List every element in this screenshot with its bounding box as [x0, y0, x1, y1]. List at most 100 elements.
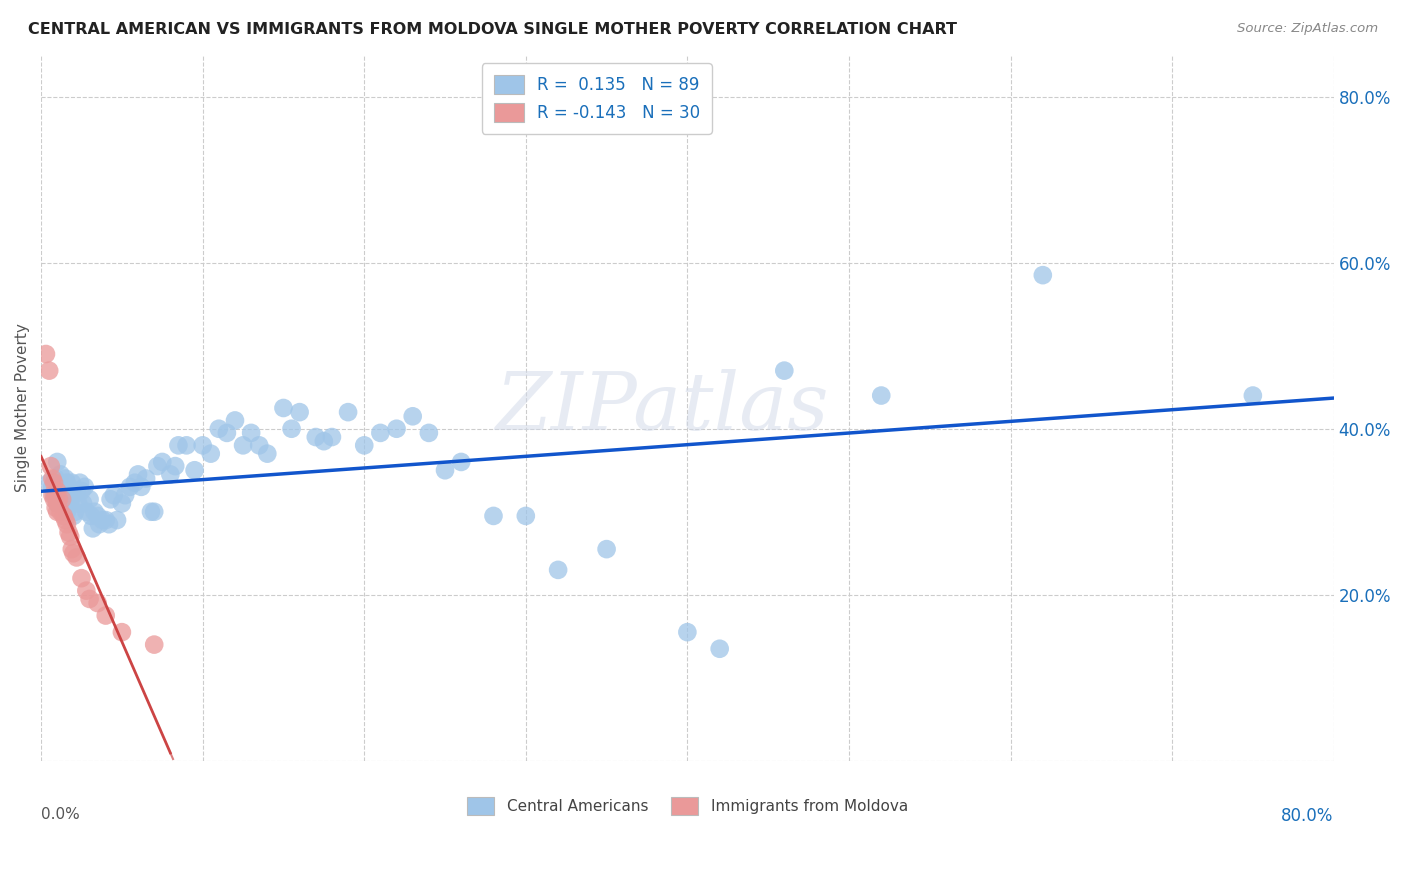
- Point: [167, 438, 190, 452]
- Point: [127, 467, 149, 482]
- Point: [52, 508, 75, 523]
- Point: [434, 463, 457, 477]
- Point: [46, 496, 69, 510]
- Point: [51, 492, 73, 507]
- Point: [60, 542, 83, 557]
- Point: [215, 425, 238, 440]
- Point: [75, 505, 97, 519]
- Point: [98, 517, 121, 532]
- Point: [159, 467, 181, 482]
- Point: [46, 496, 69, 510]
- Point: [111, 625, 134, 640]
- Point: [273, 401, 295, 415]
- Point: [1032, 268, 1054, 282]
- Point: [48, 492, 70, 507]
- Point: [595, 542, 617, 557]
- Point: [66, 550, 89, 565]
- Point: [66, 483, 89, 498]
- Point: [35, 347, 58, 361]
- Point: [53, 488, 76, 502]
- Point: [773, 364, 796, 378]
- Point: [111, 496, 134, 510]
- Point: [83, 505, 105, 519]
- Point: [337, 405, 360, 419]
- Point: [288, 405, 311, 419]
- Point: [183, 463, 205, 477]
- Point: [280, 422, 302, 436]
- Point: [94, 608, 117, 623]
- Point: [139, 505, 162, 519]
- Point: [79, 591, 101, 606]
- Point: [402, 409, 425, 424]
- Point: [49, 505, 72, 519]
- Point: [38, 364, 60, 378]
- Point: [62, 546, 84, 560]
- Point: [114, 488, 136, 502]
- Point: [79, 492, 101, 507]
- Point: [870, 388, 893, 402]
- Point: [191, 438, 214, 452]
- Point: [70, 483, 93, 498]
- Point: [82, 521, 104, 535]
- Point: [450, 455, 472, 469]
- Point: [59, 530, 82, 544]
- Point: [73, 480, 96, 494]
- Point: [103, 488, 125, 502]
- Point: [45, 471, 67, 485]
- Text: 0.0%: 0.0%: [41, 806, 80, 822]
- Point: [45, 488, 67, 502]
- Point: [39, 459, 62, 474]
- Point: [62, 488, 84, 502]
- Point: [49, 488, 72, 502]
- Text: 80.0%: 80.0%: [1281, 806, 1334, 825]
- Point: [105, 513, 128, 527]
- Text: CENTRAL AMERICAN VS IMMIGRANTS FROM MOLDOVA SINGLE MOTHER POVERTY CORRELATION CH: CENTRAL AMERICAN VS IMMIGRANTS FROM MOLD…: [28, 22, 957, 37]
- Point: [70, 571, 93, 585]
- Point: [143, 638, 166, 652]
- Point: [385, 422, 408, 436]
- Point: [418, 425, 440, 440]
- Point: [67, 496, 90, 510]
- Point: [89, 517, 111, 532]
- Point: [143, 505, 166, 519]
- Point: [42, 475, 65, 490]
- Point: [321, 430, 343, 444]
- Point: [232, 438, 254, 452]
- Point: [515, 508, 537, 523]
- Point: [86, 596, 108, 610]
- Point: [63, 505, 86, 519]
- Point: [72, 496, 94, 510]
- Point: [91, 513, 114, 527]
- Point: [176, 438, 198, 452]
- Point: [80, 508, 103, 523]
- Point: [46, 505, 69, 519]
- Point: [59, 496, 82, 510]
- Point: [56, 517, 79, 532]
- Point: [129, 480, 152, 494]
- Point: [100, 492, 122, 507]
- Point: [38, 475, 60, 490]
- Point: [58, 525, 80, 540]
- Point: [53, 513, 76, 527]
- Point: [46, 483, 69, 498]
- Point: [305, 430, 328, 444]
- Point: [547, 563, 569, 577]
- Point: [41, 480, 63, 494]
- Point: [94, 513, 117, 527]
- Point: [482, 508, 505, 523]
- Point: [200, 447, 222, 461]
- Point: [709, 641, 731, 656]
- Point: [118, 480, 141, 494]
- Point: [69, 475, 91, 490]
- Point: [208, 422, 231, 436]
- Point: [42, 488, 65, 502]
- Y-axis label: Single Mother Poverty: Single Mother Poverty: [15, 324, 30, 492]
- Point: [124, 475, 146, 490]
- Point: [247, 438, 270, 452]
- Point: [150, 455, 173, 469]
- Point: [86, 508, 108, 523]
- Point: [135, 471, 157, 485]
- Point: [60, 475, 83, 490]
- Point: [46, 480, 69, 494]
- Point: [56, 475, 79, 490]
